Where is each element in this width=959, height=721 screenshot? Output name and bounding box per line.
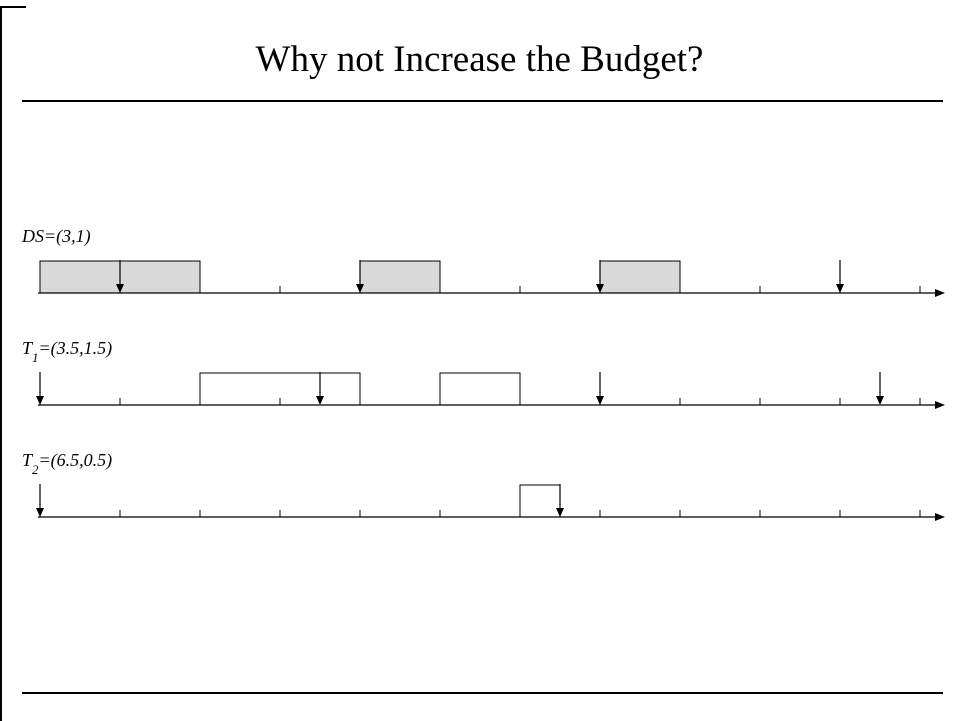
left-border	[0, 6, 2, 721]
ds-arrival-arrowhead	[116, 284, 124, 293]
t1-arrival-arrowhead	[36, 396, 44, 405]
t2-arrival-arrowhead	[556, 508, 564, 517]
t1-label: T1=(3.5,1.5)	[22, 338, 112, 365]
slide-title: Why not Increase the Budget?	[255, 39, 704, 80]
t2-axis-arrowhead	[935, 513, 945, 521]
ds-exec-block	[359, 260, 441, 294]
t1-arrival-arrowhead	[876, 396, 884, 405]
ds-arrival-arrowhead	[836, 284, 844, 293]
t2-arrival-arrowhead	[36, 508, 44, 517]
t2-label: T2=(6.5,0.5)	[22, 450, 112, 477]
ds-arrival-arrowhead	[356, 284, 364, 293]
ds-arrival-arrowhead	[596, 284, 604, 293]
title-divider	[22, 100, 943, 102]
t1-exec-block	[439, 372, 521, 406]
ds-exec-block	[599, 260, 681, 294]
ds-axis-arrowhead	[935, 289, 945, 297]
t2-exec-block	[519, 484, 561, 518]
top-border	[0, 6, 26, 8]
footer-divider	[22, 692, 943, 694]
t1-axis-arrowhead	[935, 401, 945, 409]
t1-arrival-arrowhead	[316, 396, 324, 405]
t1-arrival-arrowhead	[596, 396, 604, 405]
ds-label: DS=(3,1)	[21, 226, 91, 247]
